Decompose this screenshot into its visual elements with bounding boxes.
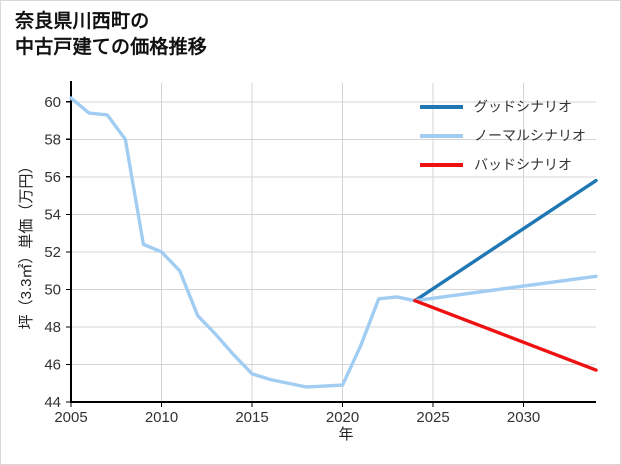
legend-item-label: ノーマルシナリオ	[474, 128, 586, 144]
x-axis-tick-labels: 2005 2010 2015 2020 2025 2030	[54, 402, 540, 426]
x-axis-tick-label: 2005	[54, 409, 87, 426]
y-axis-tick-label: 46	[44, 356, 61, 373]
y-axis-tick-label: 52	[44, 244, 61, 261]
grid-lines	[71, 83, 596, 403]
y-axis-tick-label: 60	[44, 94, 61, 111]
y-axis-tick-label: 58	[44, 131, 61, 148]
legend-item-label: バッドシナリオ	[474, 157, 572, 173]
series-line	[413, 274, 598, 303]
legend-item-label: グッドシナリオ	[474, 99, 572, 115]
y-axis-tick-label: 54	[44, 206, 61, 223]
y-axis-tick-labels: 44 46 48 50 52 54 56 58 60	[44, 94, 71, 411]
y-axis-tick-label: 48	[44, 319, 61, 336]
page-title-line-1: 奈良県川西町の	[15, 11, 150, 32]
page-title: 奈良県川西町の 中古戸建ての価格推移	[15, 9, 485, 61]
x-axis-tick-label: 2030	[507, 409, 540, 426]
series-line	[413, 298, 598, 372]
y-axis-tick-label: 44	[44, 394, 61, 411]
x-axis-title: 年	[338, 426, 353, 443]
page-title-line-2: 中古戸建ての価格推移	[15, 37, 208, 59]
x-axis-tick-label: 2010	[145, 409, 178, 426]
x-axis-tick-label: 2020	[326, 409, 359, 426]
y-axis-tick-label: 56	[44, 169, 61, 186]
axis-lines	[69, 81, 596, 404]
series-line	[413, 178, 598, 303]
x-axis-tick-label: 2025	[416, 409, 449, 426]
x-axis-tick-label: 2015	[235, 409, 268, 426]
data-series	[69, 96, 598, 389]
series-line	[69, 96, 417, 389]
y-axis-title: 坪（3.3㎡）単価（万円）	[18, 159, 35, 330]
y-axis-tick-label: 50	[44, 281, 61, 298]
